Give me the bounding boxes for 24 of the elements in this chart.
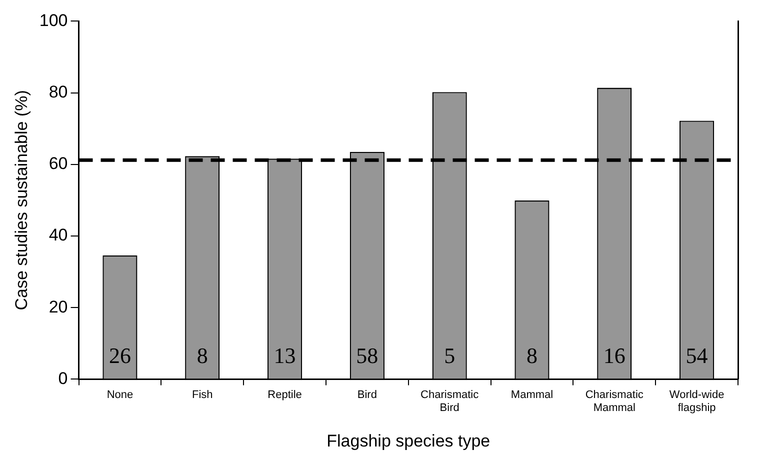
x-tick-label: Reptile [268, 388, 302, 401]
annotation: 13 [274, 342, 296, 368]
x-tick-label: None [106, 388, 134, 401]
y-tick-label: 100 [39, 10, 68, 30]
y-tick-label: 0 [58, 368, 68, 388]
y-tick-label: 60 [48, 154, 68, 174]
x-tick-label: Charismatic Mammal [585, 388, 644, 414]
annotation: 54 [686, 342, 708, 368]
x-tick-label: Charismatic Bird [420, 388, 480, 414]
x-tick-label: World-wide flagship [669, 388, 724, 414]
x-axis-title: Flagship species type [326, 431, 490, 450]
x-tick-label: Mammal [510, 388, 554, 401]
y-tick-label: 80 [48, 82, 68, 102]
y-axis-title: Case studies sustainable (%) [12, 90, 31, 310]
x-tick-label: Fish [192, 388, 213, 401]
x-tick-label: Bird [357, 388, 377, 401]
y-tick-label: 40 [48, 226, 68, 245]
annotation: 5 [444, 342, 456, 368]
annotation: 26 [108, 342, 131, 368]
annotation: 58 [356, 342, 378, 368]
annotation: 8 [526, 342, 538, 368]
y-tick-label: 20 [48, 297, 68, 316]
annotation: 16 [603, 342, 626, 368]
annotation: 8 [196, 342, 208, 368]
